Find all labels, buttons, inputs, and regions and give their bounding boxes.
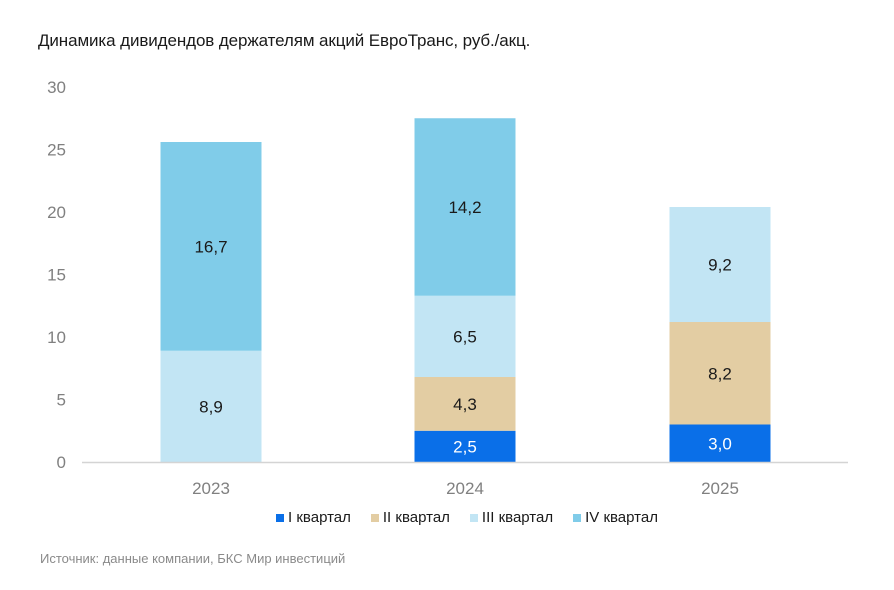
legend-label: I квартал — [288, 509, 351, 526]
data-label: 9,2 — [708, 256, 732, 275]
legend-label: II квартал — [382, 509, 450, 526]
y-tick-label: 30 — [47, 78, 66, 97]
y-tick-label: 10 — [47, 328, 66, 347]
data-label: 6,5 — [453, 327, 477, 346]
x-tick-label: 2024 — [446, 479, 484, 498]
legend-label: III квартал — [481, 509, 554, 526]
bar-segment — [669, 424, 771, 462]
y-tick-label: 15 — [47, 266, 66, 285]
bar-segment — [414, 377, 516, 431]
legend-swatch — [469, 513, 478, 522]
legend-swatch — [276, 513, 285, 522]
bar-segment — [669, 322, 771, 425]
data-label: 8,9 — [199, 397, 223, 416]
data-label: 14,2 — [448, 198, 481, 217]
source-note: Источник: данные компании, БКС Мир инвес… — [40, 551, 346, 566]
bar-segment — [669, 207, 771, 322]
legend-item: II квартал — [370, 509, 450, 526]
data-label: 16,7 — [194, 237, 227, 256]
legend-label: IV квартал — [585, 509, 658, 526]
legend-swatch — [370, 513, 379, 522]
data-label: 2,5 — [453, 437, 477, 456]
chart-title: Динамика дивидендов держателям акций Евр… — [38, 31, 531, 50]
y-tick-label: 20 — [47, 203, 66, 222]
bar-segment — [414, 430, 516, 462]
legend-item: I квартал — [276, 509, 351, 526]
x-tick-label: 2025 — [701, 479, 739, 498]
y-tick-label: 5 — [57, 391, 66, 410]
data-label: 3,0 — [708, 434, 732, 453]
legend-swatch — [573, 513, 582, 522]
bar-segment — [414, 295, 516, 377]
y-tick-label: 0 — [57, 453, 66, 472]
x-tick-label: 2023 — [192, 479, 230, 498]
chart-legend: I квартал II квартал III квартал IV квартал — [0, 509, 894, 526]
data-label: 4,3 — [453, 395, 477, 414]
data-label: 8,2 — [708, 364, 732, 383]
bar-segment — [160, 142, 262, 351]
legend-item: IV квартал — [573, 509, 658, 526]
bar-segment — [414, 118, 516, 296]
y-tick-label: 25 — [47, 141, 66, 160]
bar-segment — [160, 350, 262, 462]
legend-item: III квартал — [469, 509, 554, 526]
